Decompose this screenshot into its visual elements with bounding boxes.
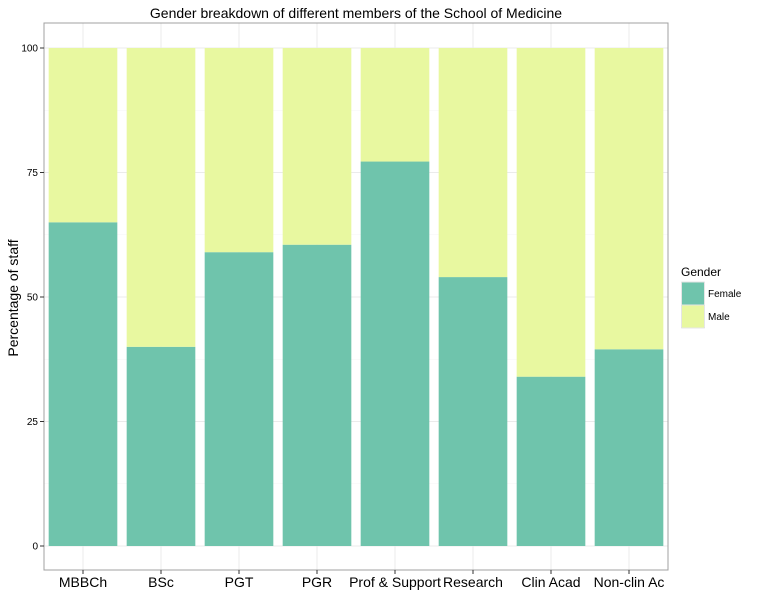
bar-female-pgt xyxy=(204,252,274,546)
y-axis-label: Percentage of staff xyxy=(5,239,21,356)
bar-female-research xyxy=(438,277,508,546)
x-tick-label: Research xyxy=(443,574,503,590)
bar-male-prof-support xyxy=(360,48,430,162)
legend-key-female xyxy=(681,281,705,306)
legend-key-border xyxy=(681,304,705,329)
bar-female-bsc xyxy=(126,346,196,546)
bar-male-pgt xyxy=(204,48,274,253)
x-tick-label: PGR xyxy=(302,574,332,590)
bar-male-mbbch xyxy=(48,48,118,223)
bar-male-bsc xyxy=(126,48,196,347)
bar-male-pgr xyxy=(282,48,352,245)
y-tick-label: 50 xyxy=(27,293,39,304)
y-tick-label: 25 xyxy=(27,417,39,428)
bar-female-clin-acad xyxy=(516,376,586,546)
chart-title: Gender breakdown of different members of… xyxy=(150,5,562,21)
legend: Gender Female Male xyxy=(681,265,742,329)
bar-female-mbbch xyxy=(48,222,118,547)
y-tick-label: 0 xyxy=(32,542,38,553)
y-tick-label: 75 xyxy=(27,168,39,179)
x-tick-label: Non-clin Ac xyxy=(594,574,665,590)
legend-label-female: Female xyxy=(708,289,742,300)
x-axis-ticks: MBBCh BSc PGT PGR Prof & Support Research Clin… xyxy=(59,570,665,590)
bars-layer xyxy=(48,48,664,547)
bar-female-non-clin-ac xyxy=(594,349,664,546)
x-tick-label: MBBCh xyxy=(59,574,107,590)
y-tick-label: 100 xyxy=(21,44,38,55)
x-tick-label: Prof & Support xyxy=(349,574,441,590)
y-axis-ticks: 0 25 50 75 100 xyxy=(21,44,44,553)
bar-female-prof-support xyxy=(360,161,430,546)
legend-key-male xyxy=(681,304,705,329)
bar-male-research xyxy=(438,48,508,278)
legend-label-male: Male xyxy=(708,312,730,323)
x-tick-label: PGT xyxy=(225,574,254,590)
x-tick-label: BSc xyxy=(148,574,174,590)
bar-male-non-clin-ac xyxy=(594,48,664,350)
legend-items: Female Male xyxy=(681,281,742,329)
x-tick-label: Clin Acad xyxy=(521,574,580,590)
legend-title: Gender xyxy=(681,265,721,279)
bar-female-pgr xyxy=(282,244,352,546)
bar-male-clin-acad xyxy=(516,48,586,377)
